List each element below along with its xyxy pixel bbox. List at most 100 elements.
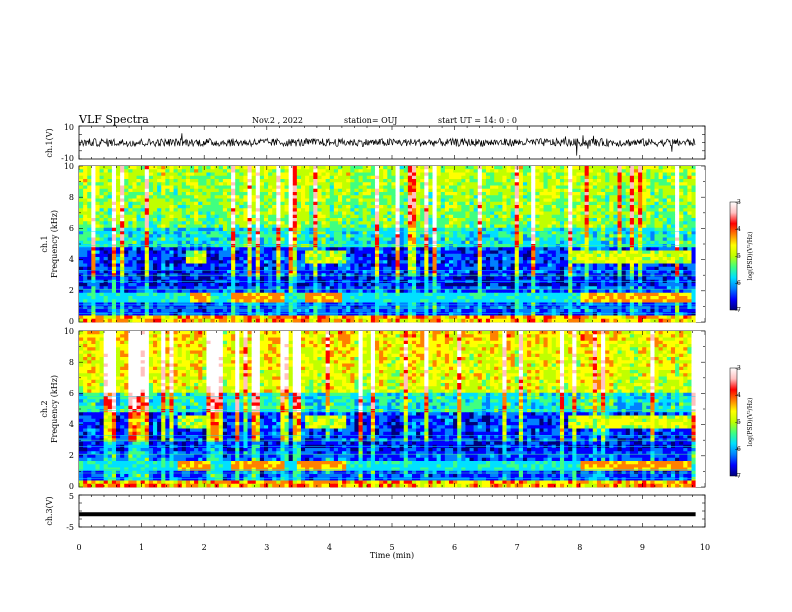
s1-cell: [559, 208, 565, 212]
s1-cell: [222, 240, 228, 245]
s1-cell: [296, 231, 302, 235]
s1-cell: [124, 247, 129, 251]
s1-cell: [658, 192, 664, 196]
s1-cell: [576, 247, 581, 251]
s1-cell: [235, 185, 240, 190]
s1-cell: [461, 208, 466, 212]
s1-cell: [457, 208, 462, 212]
s1-cell: [83, 192, 88, 196]
s1-cell: [399, 198, 405, 203]
s1-cell: [658, 240, 664, 245]
s1-cell: [91, 260, 96, 264]
s1-cell: [564, 182, 569, 186]
s1-cell: [481, 205, 487, 209]
s1-cell: [601, 260, 606, 264]
s1-cell: [300, 227, 306, 232]
s1-cell: [99, 253, 105, 258]
s1-cell: [687, 182, 692, 186]
s1-cell: [646, 247, 651, 251]
s1-cell: [440, 172, 446, 177]
s1-cell: [522, 266, 528, 271]
s1-cell: [337, 221, 343, 225]
s1-cell: [296, 237, 302, 242]
s1-cell: [679, 195, 684, 199]
s1-cell: [621, 247, 627, 251]
s1-cell: [120, 240, 125, 245]
s1-cell: [313, 195, 318, 199]
s1-cell: [296, 166, 302, 170]
s1-cell: [568, 195, 573, 199]
s1-cell: [124, 260, 129, 264]
s1-cell: [539, 266, 544, 271]
s1-cell: [305, 214, 310, 219]
s1-cell: [181, 195, 187, 199]
s1-cell: [650, 205, 655, 209]
s1-cell: [333, 205, 339, 209]
s1-cell: [300, 192, 306, 196]
s1-cell: [617, 234, 623, 238]
s1-cell: [83, 211, 88, 216]
s1-cell: [481, 179, 487, 183]
s1-cell: [596, 169, 602, 173]
s1-cell: [601, 182, 606, 186]
s1-cell: [629, 260, 635, 264]
s1-cell: [613, 179, 618, 183]
s1-cell: [391, 221, 396, 225]
s1-cell: [165, 227, 170, 232]
s1-cell: [564, 185, 569, 190]
s1-cell: [654, 188, 660, 193]
s1-cell: [284, 250, 290, 255]
s1-cell: [255, 263, 261, 268]
s1-cell: [559, 237, 565, 242]
s1-cell: [469, 205, 475, 209]
s1-cell: [231, 175, 236, 180]
s1-cell: [222, 221, 228, 225]
s1-cell: [120, 247, 125, 251]
s1-cell: [609, 224, 614, 229]
s1-cell: [683, 231, 688, 235]
s1-cell: [136, 214, 142, 219]
s1-cell: [514, 266, 520, 271]
s1-cell: [136, 192, 142, 196]
s1-cell: [555, 270, 561, 274]
s1-cell: [272, 208, 277, 212]
s1-cell: [453, 231, 458, 235]
s1-cell: [177, 211, 183, 216]
s1-cell: [469, 218, 475, 222]
s1-cell: [325, 208, 331, 212]
s1-cell: [95, 260, 100, 264]
s1-cell: [202, 247, 207, 251]
s1-cell: [633, 179, 639, 183]
s1-cell: [198, 188, 203, 193]
s1-cell: [485, 201, 491, 206]
s1-cell: [514, 260, 520, 264]
s1-cell: [198, 195, 203, 199]
s1-cell: [161, 169, 166, 173]
s1-cell: [510, 218, 516, 222]
s1-cell: [231, 227, 236, 232]
s1-cell: [522, 214, 528, 219]
s1-cell: [370, 234, 376, 238]
s1-cell: [337, 234, 343, 238]
s1-cell: [609, 234, 614, 238]
s1-cell: [485, 231, 491, 235]
s1-cell: [448, 205, 454, 209]
s1-cell: [226, 250, 232, 255]
s1-cell: [638, 270, 643, 274]
s1-cell: [383, 227, 388, 232]
s1-cell: [444, 169, 450, 173]
s1-cell: [469, 257, 475, 261]
s1-cell: [317, 270, 322, 274]
s1-cell: [506, 195, 512, 199]
s1-cell: [424, 224, 429, 229]
s1-cell: [572, 172, 577, 177]
s1-cell: [473, 172, 479, 177]
s1-cell: [157, 182, 162, 186]
s1-cell: [350, 266, 355, 271]
s1-cell: [650, 237, 655, 242]
s1-cell: [317, 201, 322, 206]
s1-cell: [350, 211, 355, 216]
s1-cell: [309, 208, 314, 212]
s1-cell: [313, 224, 318, 229]
s1-cell: [329, 214, 335, 219]
